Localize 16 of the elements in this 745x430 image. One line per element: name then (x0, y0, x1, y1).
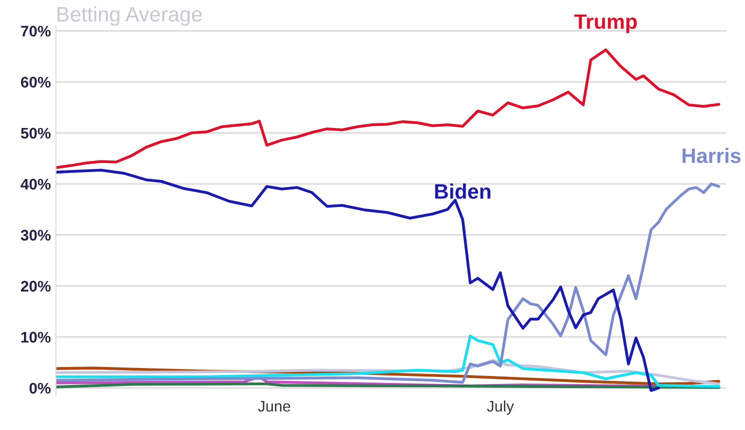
series-label: Harris (682, 148, 741, 164)
y-tick-label: 10% (21, 332, 51, 343)
line-series (56, 182, 720, 384)
y-tick-label: 0% (30, 382, 51, 394)
y-tick-label: 20% (20, 280, 51, 292)
y-tick-label: 70% (21, 26, 51, 37)
y-tick-label: 50% (20, 128, 51, 139)
x-tick-label: July (487, 400, 514, 415)
y-tick-label: 60% (20, 76, 51, 88)
series-label: Biden (435, 184, 490, 199)
y-tick-label: 30% (20, 230, 51, 241)
line-series (56, 168, 660, 392)
line-series (56, 334, 720, 388)
y-tick-label: 40% (20, 178, 51, 190)
series-label: Trump (574, 14, 637, 34)
x-tick-label: June (258, 401, 290, 412)
